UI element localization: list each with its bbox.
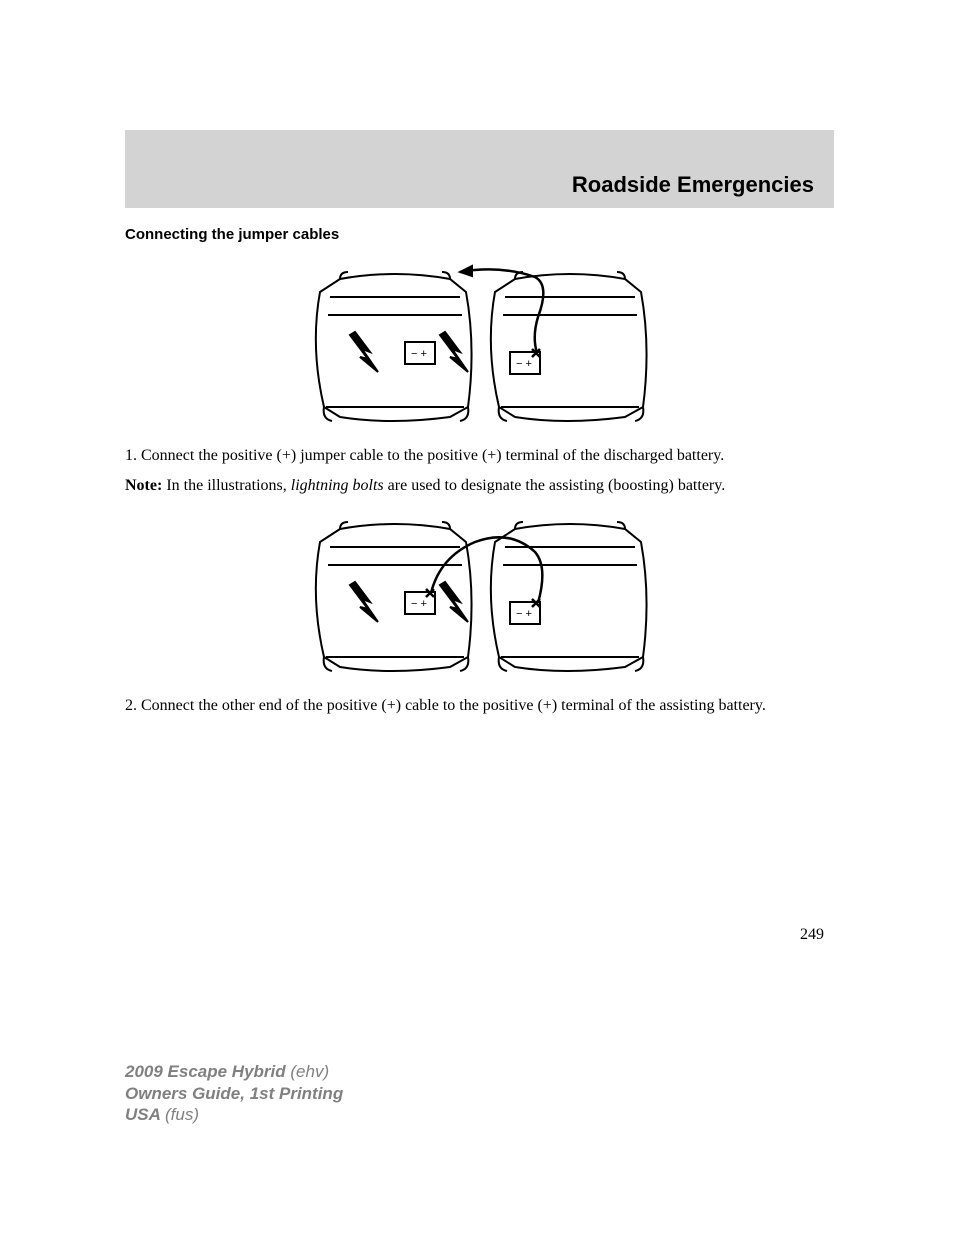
section-subheading: Connecting the jumper cables xyxy=(125,226,834,243)
svg-text:− +: − + xyxy=(411,598,427,610)
note-text: Note: In the illustrations, lightning bo… xyxy=(125,476,834,496)
note-after: are used to designate the assisting (boo… xyxy=(384,477,726,494)
jumper-diagram-step1: − + − + xyxy=(300,257,660,432)
footer-model: 2009 Escape Hybrid xyxy=(125,1062,290,1081)
footer-code1: (ehv) xyxy=(290,1062,329,1081)
note-before: In the illustrations, xyxy=(162,477,290,494)
page-number: 249 xyxy=(125,926,834,944)
footer-line3: USA (fus) xyxy=(125,1104,343,1125)
svg-text:− +: − + xyxy=(516,358,532,370)
chapter-header-bar: Roadside Emergencies xyxy=(125,130,834,208)
page-container: Roadside Emergencies Connecting the jump… xyxy=(0,0,954,944)
footer-line2: Owners Guide, 1st Printing xyxy=(125,1083,343,1104)
step2-text: 2. Connect the other end of the positive… xyxy=(125,696,834,716)
footer-code2: (fus) xyxy=(165,1105,199,1124)
footer-region: USA xyxy=(125,1105,165,1124)
note-label: Note: xyxy=(125,477,162,494)
jumper-diagram-step2: − + − + xyxy=(300,507,660,682)
chapter-title: Roadside Emergencies xyxy=(572,172,814,198)
step1-text: 1. Connect the positive (+) jumper cable… xyxy=(125,446,834,466)
note-italic: lightning bolts xyxy=(291,477,384,494)
svg-text:− +: − + xyxy=(411,348,427,360)
svg-text:− +: − + xyxy=(516,608,532,620)
footer-line1: 2009 Escape Hybrid (ehv) xyxy=(125,1061,343,1082)
footer-block: 2009 Escape Hybrid (ehv) Owners Guide, 1… xyxy=(125,1061,343,1125)
